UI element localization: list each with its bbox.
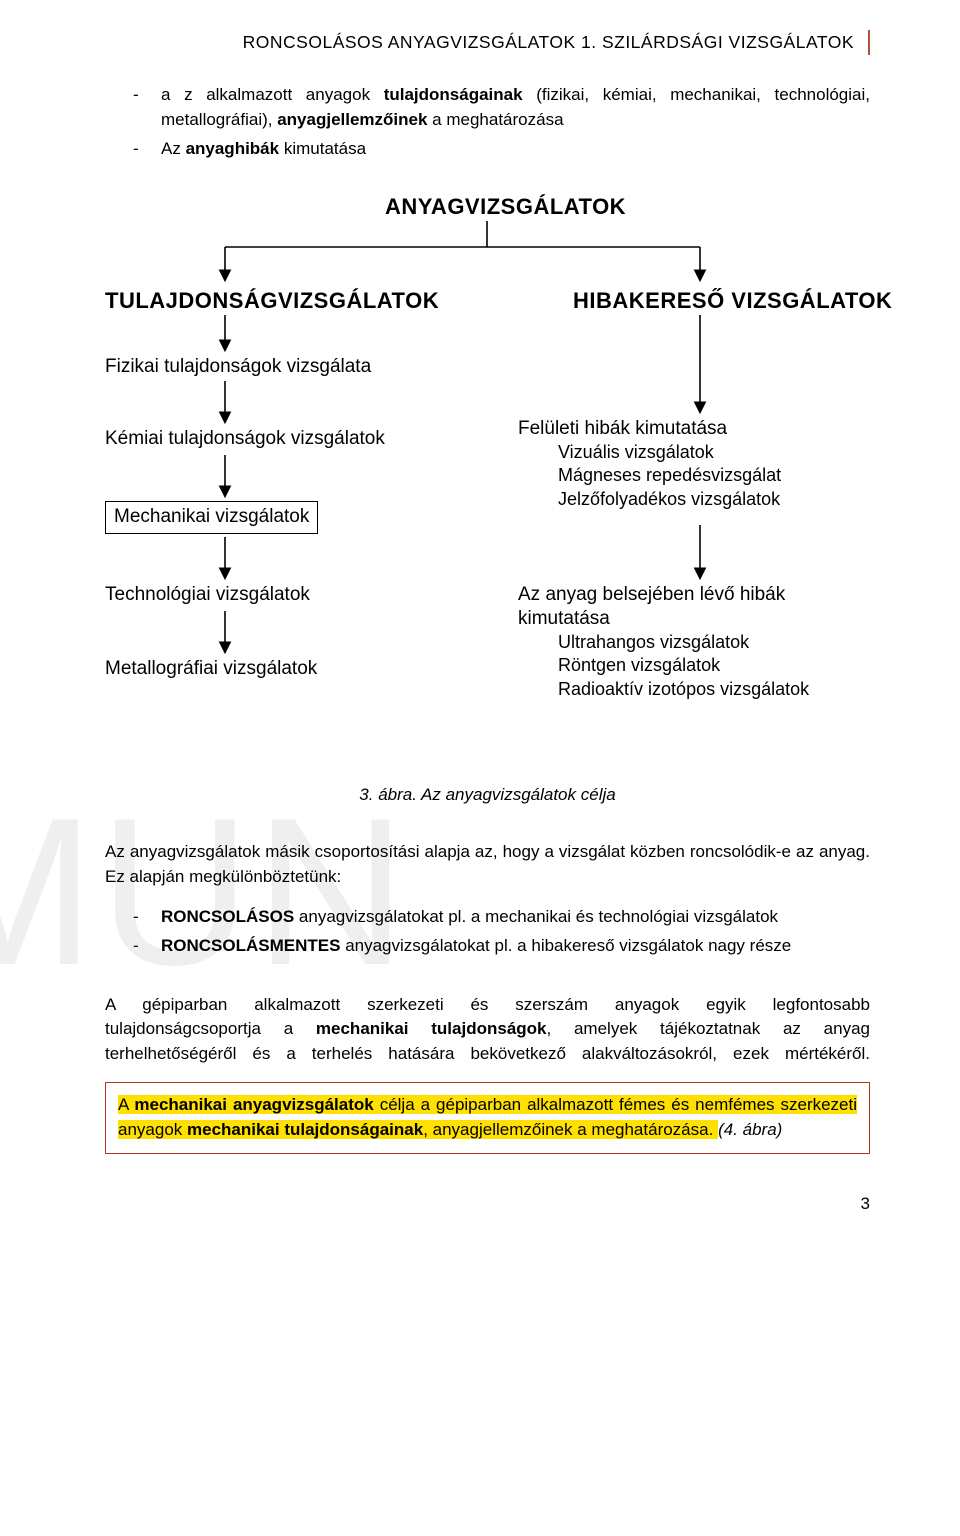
node-r1: Felületi hibák kimutatása Vizuális vizsg… (518, 417, 868, 511)
text: Az anyag belsejében lévő hibák (518, 583, 878, 607)
text: anyagvizsgálatokat pl. a mechanikai és t… (294, 907, 778, 926)
node-l2: Kémiai tulajdonságok vizsgálatok (105, 427, 385, 451)
node-l3-boxed: Mechanikai vizsgálatok (105, 501, 318, 534)
text: A (118, 1095, 134, 1114)
node-l5: Metallográfiai vizsgálatok (105, 657, 317, 681)
node-right-head: HIBAKERESŐ VIZSGÁLATOK (573, 287, 892, 315)
text: kimutatása (279, 139, 366, 158)
node-left-head: TULAJDONSÁGVIZSGÁLATOK (105, 287, 439, 315)
node-l1: Fizikai tulajdonságok vizsgálata (105, 355, 371, 379)
node-l4: Technológiai vizsgálatok (105, 583, 310, 607)
page-number: 3 (105, 1192, 870, 1217)
text-bold: anyaghibák (186, 139, 280, 158)
text: , anyagjellemzőinek a meghatározása. (423, 1120, 713, 1139)
intro-item-2: Az anyaghibák kimutatása (133, 137, 870, 162)
text-bold: tulajdonságainak (384, 85, 523, 104)
text: Az (161, 139, 186, 158)
sub-item: Ultrahangos vizsgálatok (558, 631, 878, 654)
text-bold: anyagjellemzőinek (277, 110, 427, 129)
text-bold: mechanikai tulajdonságainak (187, 1120, 423, 1139)
hierarchy-diagram: ANYAGVIZSGÁLATOK TULAJDONSÁGVIZSGÁLATOK … (105, 189, 870, 769)
text-italic: (4. ábra) (718, 1120, 782, 1139)
node-r2: Az anyag belsejében lévő hibák kimutatás… (518, 583, 878, 701)
text-bold: mechanikai tulajdonságok (316, 1019, 547, 1038)
text: a z alkalmazott anyagok (161, 85, 384, 104)
sub-item: Radioaktív izotópos vizsgálatok (558, 678, 878, 701)
text: Felületi hibák kimutatása (518, 418, 727, 439)
text: a meghatározása (427, 110, 563, 129)
sub-item: Vizuális vizsgálatok (558, 441, 868, 464)
text: kimutatása (518, 607, 878, 631)
intro-item-1: a z alkalmazott anyagok tulajdonságainak… (133, 83, 870, 132)
paragraph: Az anyagvizsgálatok másik csoportosítási… (105, 840, 870, 889)
page-content: RONCSOLÁSOS ANYAGVIZSGÁLATOK 1. SZILÁRDS… (105, 30, 870, 1216)
text-bold: RONCSOLÁSOS (161, 907, 294, 926)
paragraph: A gépiparban alkalmazott szerkezeti és s… (105, 993, 870, 1067)
list-item: RONCSOLÁSOS anyagvizsgálatokat pl. a mec… (133, 905, 870, 930)
classification-list: RONCSOLÁSOS anyagvizsgálatokat pl. a mec… (105, 905, 870, 958)
sub-item: Mágneses repedésvizsgálat (558, 464, 868, 487)
text-bold: mechanikai anyagvizsgálatok (134, 1095, 373, 1114)
sub-item: Röntgen vizsgálatok (558, 654, 878, 677)
text: anyagvizsgálatokat pl. a hibakereső vizs… (340, 936, 791, 955)
text-bold: RONCSOLÁSMENTES (161, 936, 340, 955)
sub-list: Vizuális vizsgálatok Mágneses repedésviz… (518, 441, 868, 511)
intro-list: a z alkalmazott anyagok tulajdonságainak… (105, 83, 870, 161)
node-root: ANYAGVIZSGÁLATOK (385, 193, 626, 221)
sub-list: Ultrahangos vizsgálatok Röntgen vizsgála… (518, 631, 878, 701)
list-item: RONCSOLÁSMENTES anyagvizsgálatokat pl. a… (133, 934, 870, 959)
page-header: RONCSOLÁSOS ANYAGVIZSGÁLATOK 1. SZILÁRDS… (105, 30, 870, 55)
sub-item: Jelzőfolyadékos vizsgálatok (558, 488, 868, 511)
highlight-box: A mechanikai anyagvizsgálatok célja a gé… (105, 1082, 870, 1153)
figure-caption: 3. ábra. Az anyagvizsgálatok célja (105, 783, 870, 808)
